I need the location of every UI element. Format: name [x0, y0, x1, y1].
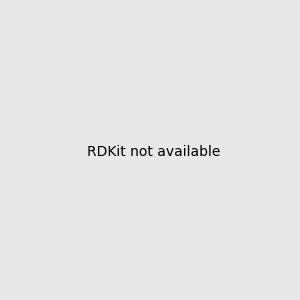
Text: RDKit not available: RDKit not available [87, 145, 220, 158]
